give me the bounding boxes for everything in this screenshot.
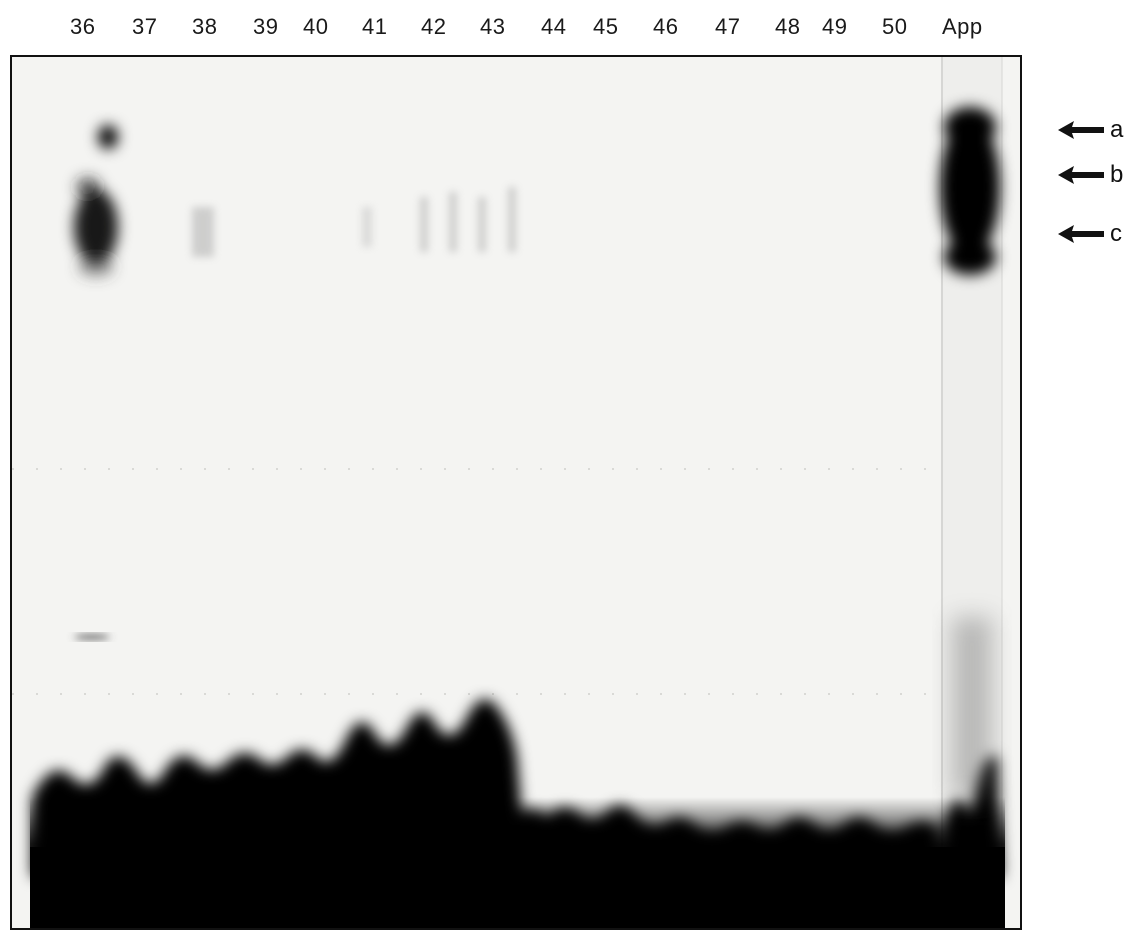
left-arrow-icon — [1058, 121, 1104, 139]
marker-a-label: a — [1110, 116, 1124, 143]
lane-label-37: 37 — [132, 14, 158, 39]
left-arrow-icon — [1058, 225, 1104, 243]
lane-label-43: 43 — [480, 14, 506, 39]
lane-label-46: 46 — [653, 14, 679, 39]
lane-label-36: 36 — [70, 14, 96, 39]
gel-autoradiograph — [12, 57, 1020, 928]
lane-label-44: 44 — [541, 14, 567, 39]
lane-label-39: 39 — [253, 14, 279, 39]
lane-36-bands — [74, 125, 118, 277]
lane-label-50: 50 — [882, 14, 908, 39]
marker-a: a — [1058, 118, 1123, 142]
marker-c: c — [1058, 222, 1122, 246]
app-lane-bands — [940, 107, 1000, 275]
lane-label-49: 49 — [822, 14, 848, 39]
lane-label-40: 40 — [303, 14, 329, 39]
lane-label-45: 45 — [593, 14, 619, 39]
marker-b: b — [1058, 163, 1123, 187]
lane-label-47: 47 — [715, 14, 741, 39]
lane-label-38: 38 — [192, 14, 218, 39]
marker-c-label: c — [1110, 220, 1122, 247]
lane-label-48: 48 — [775, 14, 801, 39]
marker-b-label: b — [1110, 161, 1124, 188]
left-arrow-icon — [1058, 166, 1104, 184]
lane-label-42: 42 — [421, 14, 447, 39]
lane-label-41: 41 — [362, 14, 388, 39]
lane-label-app: App — [942, 14, 983, 39]
gel-image — [10, 55, 1022, 930]
